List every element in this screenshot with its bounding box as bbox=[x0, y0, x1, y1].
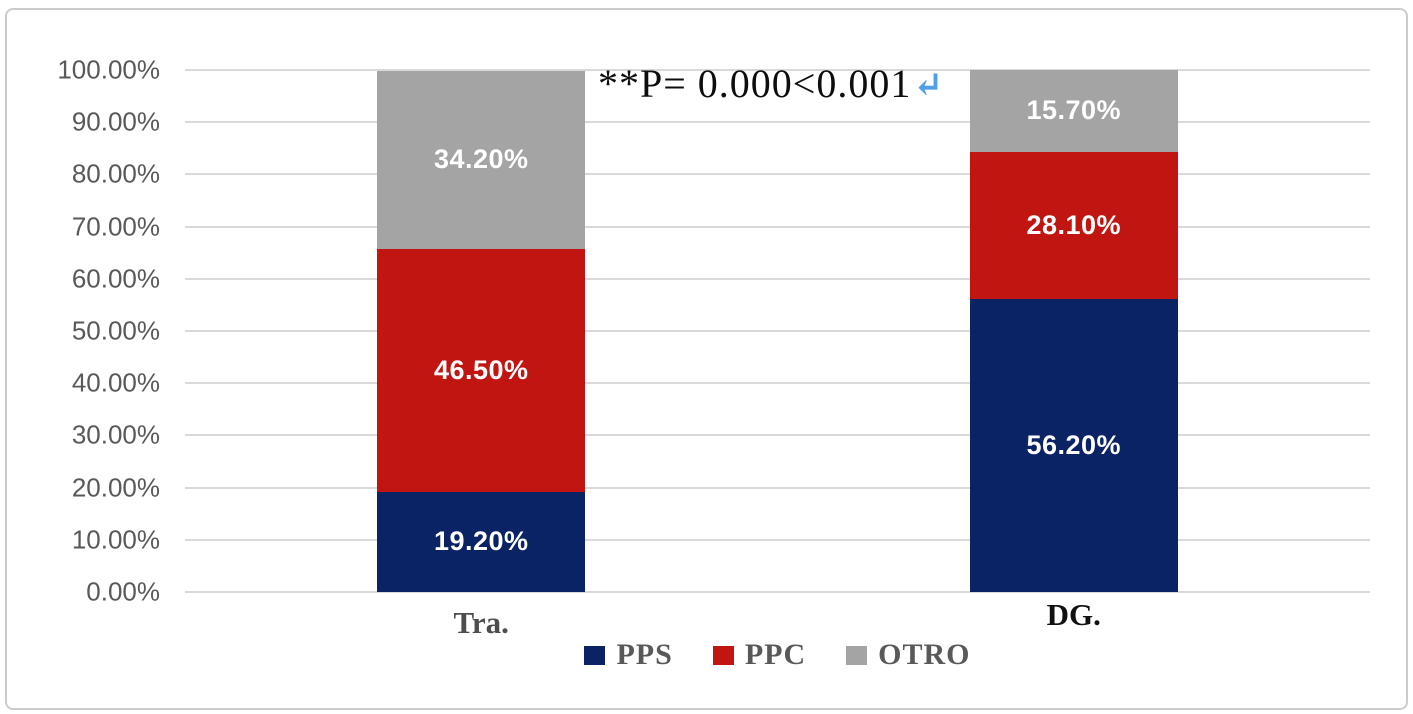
legend-item-pps: PPS bbox=[584, 638, 672, 672]
legend-label-otro: OTRO bbox=[878, 638, 971, 671]
legend-label-pps: PPS bbox=[616, 638, 673, 671]
gridline-70 bbox=[185, 225, 1370, 228]
segment-value-label: 15.70% bbox=[1026, 95, 1122, 126]
gridline-40 bbox=[185, 382, 1370, 385]
bar-segment-otro-dg: 15.70% bbox=[969, 70, 1178, 152]
p-value-annotation: **P= 0.000<0.001↵ bbox=[598, 60, 945, 107]
legend-item-ppc: PPC bbox=[712, 638, 807, 672]
segment-value-label: 56.20% bbox=[1026, 429, 1122, 460]
gridline-30 bbox=[185, 434, 1370, 437]
gridline-50 bbox=[185, 330, 1370, 332]
x-axis-label-tra: Tra. bbox=[453, 605, 509, 640]
bar-tra: 19.20% 46.50% 34.20% bbox=[377, 70, 586, 592]
y-axis-tick-label-0: 0.00% bbox=[86, 576, 160, 607]
segment-value-label: 46.50% bbox=[433, 354, 529, 385]
y-axis-tick-label-70: 70.00% bbox=[71, 211, 160, 242]
bar-segment-ppc-dg: 28.10% bbox=[969, 151, 1178, 299]
gridline-60 bbox=[185, 277, 1370, 280]
bar-dg: 56.20% 28.10% 15.70% bbox=[969, 70, 1178, 592]
y-axis-tick-label-80: 80.00% bbox=[71, 158, 160, 189]
x-axis-label-dg: DG. bbox=[1046, 597, 1101, 632]
y-axis-tick-label-30: 30.00% bbox=[71, 419, 160, 450]
legend-label-ppc: PPC bbox=[744, 638, 807, 671]
segment-value-label: 19.20% bbox=[433, 526, 529, 557]
y-axis-tick-label-60: 60.00% bbox=[71, 263, 160, 294]
bar-segment-otro-tra: 34.20% bbox=[377, 70, 586, 250]
bar-segment-pps-dg: 56.20% bbox=[969, 298, 1178, 592]
y-axis-tick-label-50: 50.00% bbox=[71, 315, 160, 346]
segment-value-label: 28.10% bbox=[1026, 209, 1122, 240]
bar-segment-ppc-tra: 46.50% bbox=[377, 249, 586, 492]
plot-area: 19.20% 46.50% 34.20% 56.20% 28.10% 15.70% bbox=[185, 69, 1370, 593]
y-axis-tick-label-90: 90.00% bbox=[71, 106, 160, 137]
y-axis-tick-label-100: 100.00% bbox=[57, 54, 160, 85]
legend-swatch-otro bbox=[846, 645, 868, 665]
legend: PPS PPC OTRO bbox=[185, 638, 1370, 672]
return-mark-icon: ↵ bbox=[913, 65, 945, 105]
gridline-100 bbox=[185, 69, 1370, 71]
gridline-10 bbox=[185, 538, 1370, 541]
gridline-0 bbox=[185, 591, 1370, 593]
legend-swatch-ppc bbox=[712, 645, 734, 665]
p-value-text: **P= 0.000<0.001 bbox=[598, 61, 912, 106]
segment-value-label: 34.20% bbox=[433, 144, 529, 175]
bar-segment-pps-tra: 19.20% bbox=[377, 491, 586, 592]
gridline-20 bbox=[185, 486, 1370, 489]
y-axis-tick-label-20: 20.00% bbox=[71, 472, 160, 503]
gridline-90 bbox=[185, 121, 1370, 124]
gridline-80 bbox=[185, 173, 1370, 176]
y-axis-tick-label-10: 10.00% bbox=[71, 524, 160, 555]
y-axis-tick-label-40: 40.00% bbox=[71, 367, 160, 398]
legend-item-otro: OTRO bbox=[846, 638, 970, 672]
legend-swatch-pps bbox=[584, 645, 606, 665]
